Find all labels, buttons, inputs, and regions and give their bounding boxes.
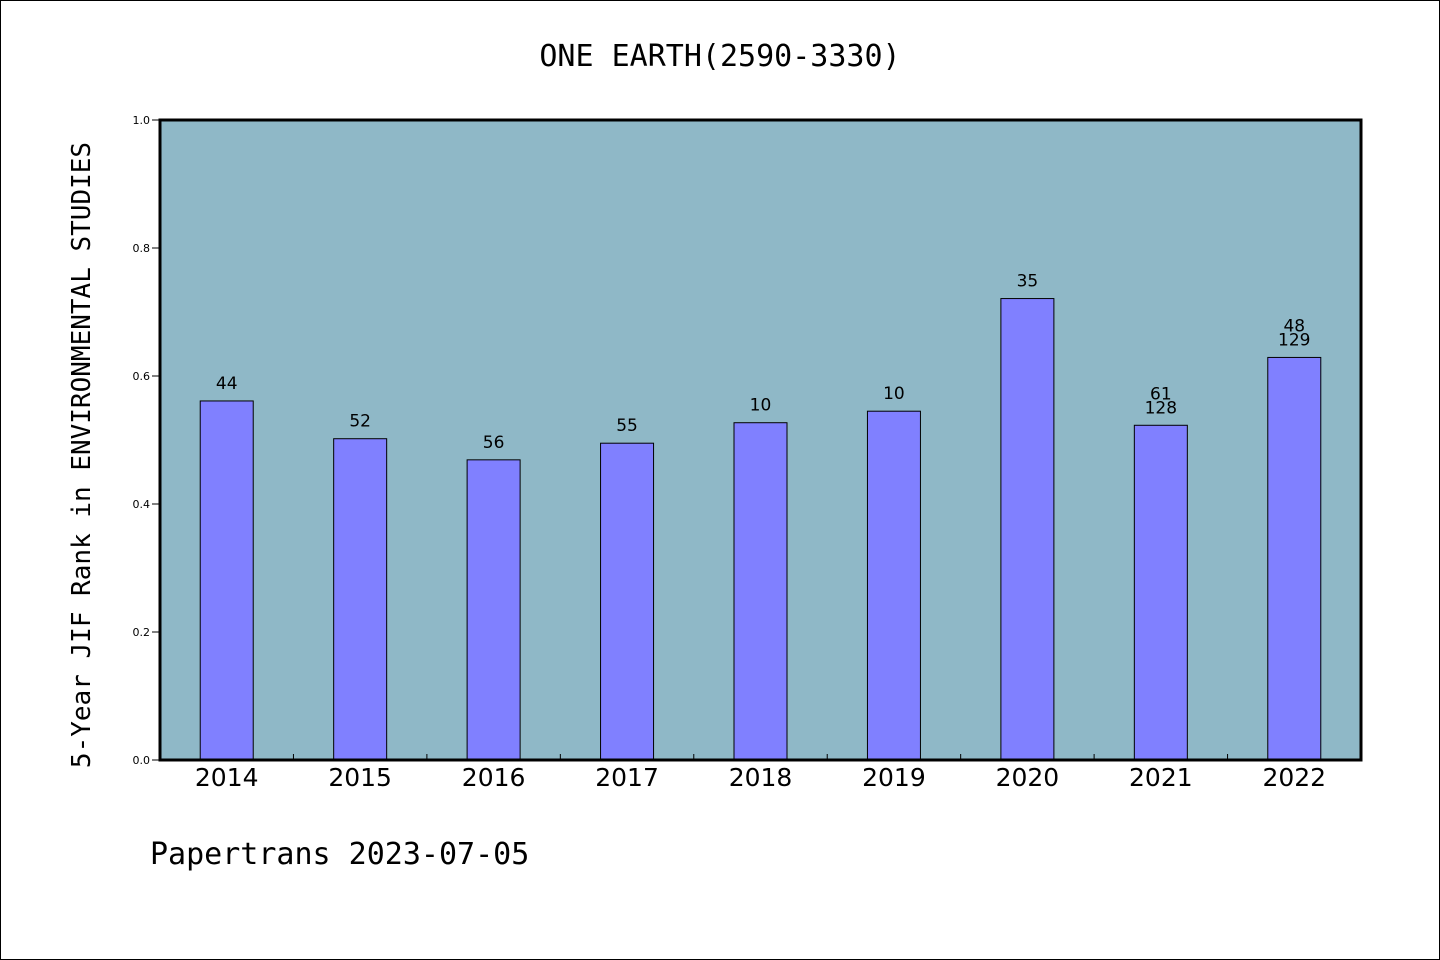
x-tick-label: 2021	[1129, 763, 1193, 792]
x-tick-label: 2015	[328, 763, 392, 792]
bar-2018	[733, 422, 788, 761]
x-tick-label: 2020	[996, 763, 1060, 792]
plot-border	[158, 118, 1363, 762]
bar-2019	[866, 410, 921, 761]
bar-data-label: 129	[1278, 330, 1310, 350]
bar-data-label: 10	[750, 396, 772, 416]
bar-data-label: 35	[1017, 272, 1039, 292]
x-axis: 2014 2015 2016 2017 2018 2019 2020 2021 2022	[195, 754, 1326, 792]
bar-data-label: 61	[1150, 384, 1172, 404]
bar-data-label: 48	[1283, 316, 1305, 336]
x-tick-label: 2022	[1262, 763, 1326, 792]
x-tick-label: 2019	[862, 763, 926, 792]
bar-2016	[466, 459, 521, 761]
bar-data-label: 128	[1145, 398, 1177, 418]
y-tick-label: 0.8	[133, 242, 151, 255]
bar-2014	[199, 400, 254, 761]
bar-data-label: 56	[483, 433, 505, 453]
bar-2017	[600, 442, 655, 761]
x-tick-label: 2016	[462, 763, 526, 792]
chart-title: ONE EARTH(2590-3330)	[539, 39, 900, 74]
x-tick-label: 2014	[195, 763, 259, 792]
bar-2020	[1000, 298, 1055, 761]
y-tick-label: 1.0	[133, 114, 151, 127]
bar-data-label: 55	[616, 416, 638, 436]
bar-2015	[333, 438, 388, 761]
bar-2022	[1267, 356, 1322, 761]
bar-data-label: 52	[349, 412, 371, 432]
y-tick-label: 0.4	[133, 498, 151, 511]
x-tick-label: 2017	[595, 763, 659, 792]
bar-2021	[1133, 424, 1188, 761]
y-axis-label: 5-Year JIF Rank in ENVIRONMENTAL STUDIES	[67, 142, 97, 768]
x-tick-label: 2018	[729, 763, 793, 792]
y-tick-label: 0.0	[133, 754, 151, 767]
bar-data-label: 44	[216, 374, 238, 394]
bar-data-label: 10	[883, 384, 905, 404]
footer-credit: Papertrans 2023-07-05	[150, 837, 529, 872]
y-tick-label: 0.2	[133, 626, 151, 639]
y-axis: 0.0 0.2 0.4 0.6 0.8 1.0	[133, 114, 160, 767]
y-tick-label: 0.6	[133, 370, 151, 383]
